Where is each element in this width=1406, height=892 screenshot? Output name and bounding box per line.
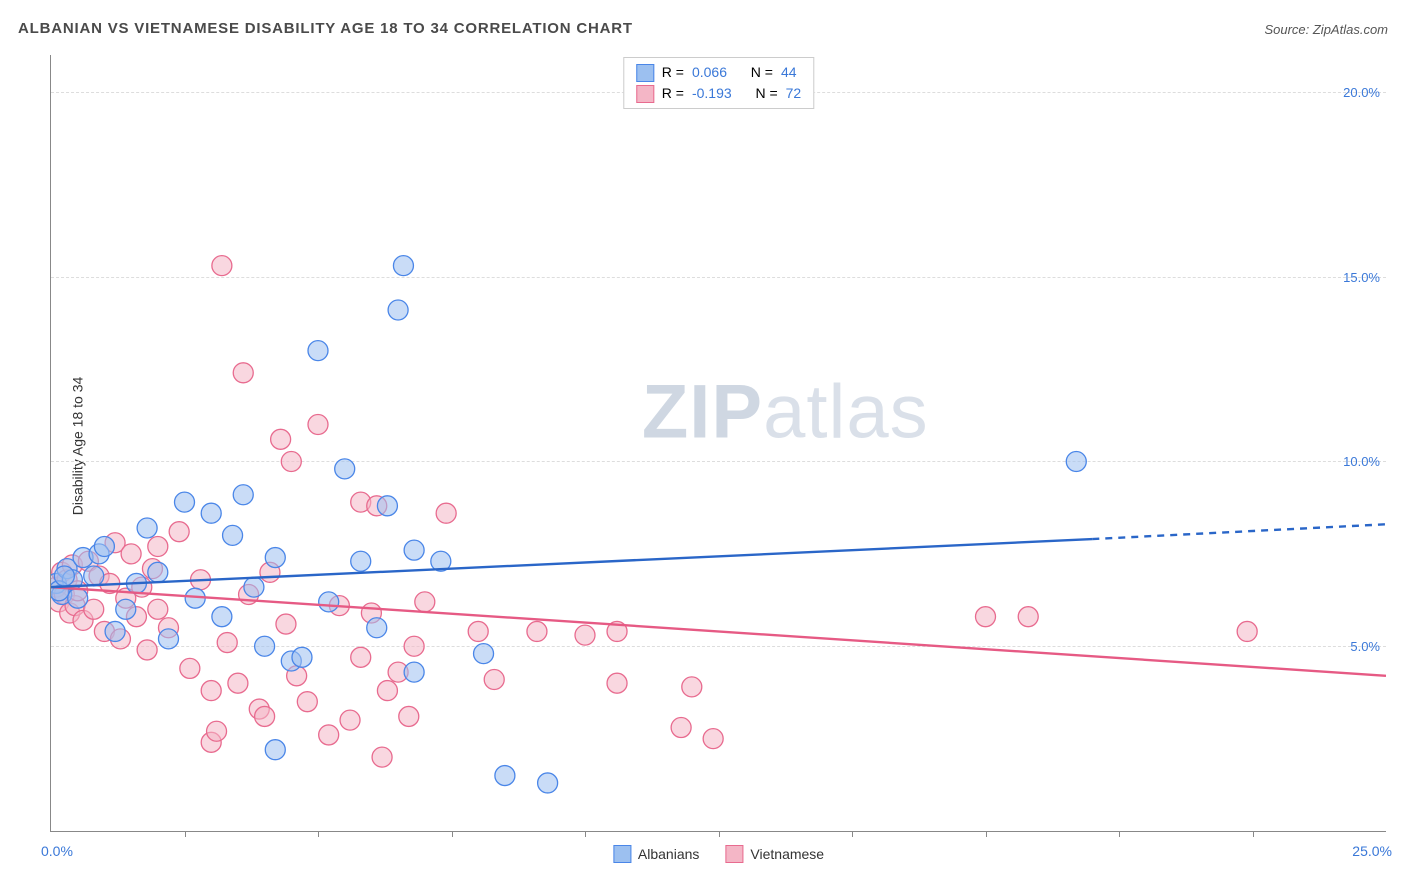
data-point	[976, 607, 996, 627]
data-point	[233, 363, 253, 383]
data-point	[351, 551, 371, 571]
data-point	[575, 625, 595, 645]
data-point	[265, 548, 285, 568]
x-origin-label: 0.0%	[41, 843, 73, 859]
data-point	[308, 415, 328, 435]
data-point	[137, 640, 157, 660]
data-point	[212, 256, 232, 276]
data-point	[180, 658, 200, 678]
data-point	[169, 522, 189, 542]
data-point	[116, 599, 136, 619]
data-point	[377, 681, 397, 701]
source-label: Source: ZipAtlas.com	[1264, 22, 1388, 37]
x-tick	[719, 831, 720, 837]
data-point	[404, 636, 424, 656]
data-point	[94, 536, 114, 556]
data-point	[367, 618, 387, 638]
swatch-icon	[725, 845, 743, 863]
data-point	[484, 669, 504, 689]
data-point	[255, 706, 275, 726]
data-point	[340, 710, 360, 730]
data-point	[137, 518, 157, 538]
data-point	[415, 592, 435, 612]
data-point	[217, 633, 237, 653]
data-point	[223, 525, 243, 545]
data-point	[201, 681, 221, 701]
data-point	[148, 536, 168, 556]
data-point	[175, 492, 195, 512]
data-point	[372, 747, 392, 767]
data-point	[404, 662, 424, 682]
regression-line	[51, 587, 1386, 676]
data-point	[255, 636, 275, 656]
data-point	[148, 562, 168, 582]
scatter-plot	[51, 55, 1386, 831]
x-tick	[452, 831, 453, 837]
data-point	[292, 647, 312, 667]
x-tick	[986, 831, 987, 837]
x-tick	[1119, 831, 1120, 837]
page-title: ALBANIAN VS VIETNAMESE DISABILITY AGE 18…	[18, 20, 633, 37]
swatch-icon	[636, 64, 654, 82]
x-tick	[318, 831, 319, 837]
data-point	[319, 725, 339, 745]
legend-correlation: R = 0.066 N = 44 R = -0.193 N = 72	[623, 57, 814, 109]
x-tick	[185, 831, 186, 837]
data-point	[388, 300, 408, 320]
data-point	[474, 644, 494, 664]
data-point	[105, 621, 125, 641]
data-point	[468, 621, 488, 641]
data-point	[682, 677, 702, 697]
x-tick	[585, 831, 586, 837]
chart-area: ZIPatlas R = 0.066 N = 44 R = -0.193 N =…	[50, 55, 1386, 832]
legend-row-vietnamese: R = -0.193 N = 72	[636, 83, 801, 104]
data-point	[244, 577, 264, 597]
data-point	[1066, 451, 1086, 471]
legend-series: Albanians Vietnamese	[613, 845, 824, 863]
data-point	[121, 544, 141, 564]
data-point	[68, 588, 88, 608]
x-tick	[1253, 831, 1254, 837]
swatch-icon	[613, 845, 631, 863]
data-point	[233, 485, 253, 505]
data-point	[393, 256, 413, 276]
data-point	[377, 496, 397, 516]
data-point	[319, 592, 339, 612]
regression-line	[51, 539, 1092, 587]
data-point	[158, 629, 178, 649]
data-point	[228, 673, 248, 693]
legend-item-albanians: Albanians	[613, 845, 700, 863]
data-point	[399, 706, 419, 726]
data-point	[703, 729, 723, 749]
data-point	[527, 621, 547, 641]
legend-item-vietnamese: Vietnamese	[725, 845, 824, 863]
data-point	[212, 607, 232, 627]
data-point	[281, 451, 301, 471]
x-tick	[852, 831, 853, 837]
data-point	[671, 718, 691, 738]
data-point	[335, 459, 355, 479]
data-point	[201, 503, 221, 523]
data-point	[54, 566, 74, 586]
data-point	[276, 614, 296, 634]
x-max-label: 25.0%	[1352, 843, 1392, 859]
data-point	[271, 429, 291, 449]
data-point	[495, 766, 515, 786]
data-point	[351, 647, 371, 667]
data-point	[265, 740, 285, 760]
data-point	[538, 773, 558, 793]
legend-row-albanians: R = 0.066 N = 44	[636, 62, 801, 83]
data-point	[84, 566, 104, 586]
data-point	[1018, 607, 1038, 627]
data-point	[308, 341, 328, 361]
data-point	[297, 692, 317, 712]
data-point	[436, 503, 456, 523]
swatch-icon	[636, 85, 654, 103]
data-point	[607, 673, 627, 693]
data-point	[148, 599, 168, 619]
data-point	[207, 721, 227, 741]
data-point	[1237, 621, 1257, 641]
regression-line-extrapolated	[1092, 524, 1386, 539]
data-point	[404, 540, 424, 560]
